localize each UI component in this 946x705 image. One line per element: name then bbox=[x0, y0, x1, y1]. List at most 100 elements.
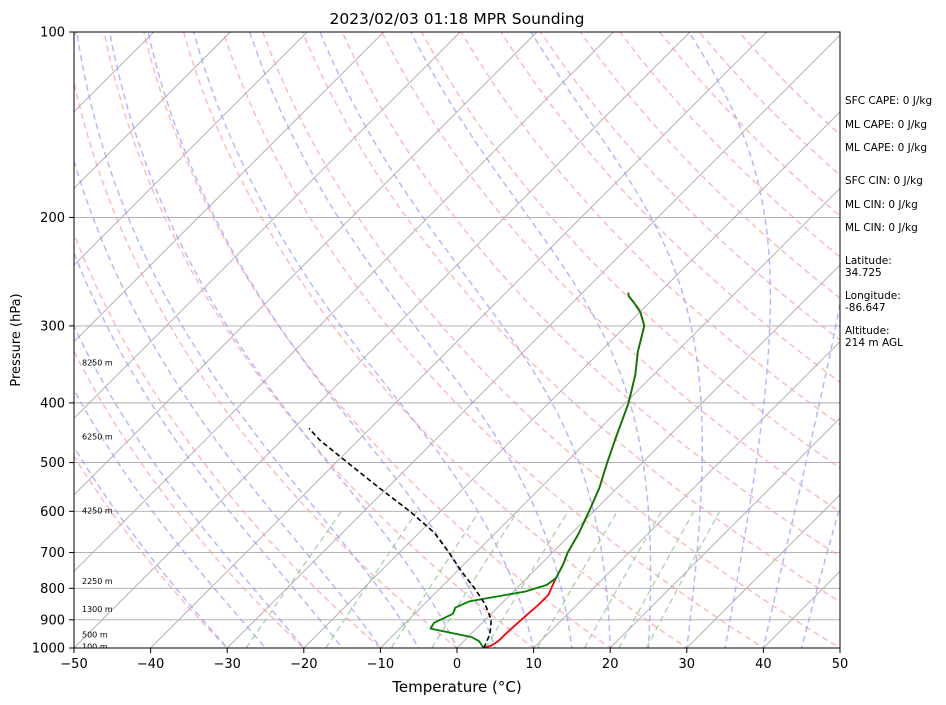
height-label: 8250 m bbox=[82, 358, 113, 367]
plot-area: 100 m 500 m 1300 m 2250 m 4250 m 6250 m 8250 m bbox=[74, 32, 840, 651]
mixing-ratio-line bbox=[431, 510, 519, 648]
mixing-ratio-line bbox=[645, 510, 721, 648]
ml-cin-text-2: ML CIN: 0 J/kg bbox=[845, 222, 918, 234]
moist-adiabat bbox=[800, 503, 840, 648]
x-tick-label: 20 bbox=[602, 657, 619, 672]
moist-adiabat bbox=[74, 251, 343, 648]
altitude-value: 214 m AGL bbox=[845, 337, 903, 349]
height-label: 4250 m bbox=[82, 506, 113, 515]
dewpoint-profile bbox=[429, 292, 646, 648]
height-label: 1300 m bbox=[82, 605, 113, 614]
dry-adiabat bbox=[74, 454, 229, 648]
mixing-ratio-line bbox=[245, 510, 342, 648]
dry-adiabat bbox=[103, 32, 535, 648]
moist-adiabat bbox=[410, 32, 652, 648]
x-tick-label: −20 bbox=[290, 657, 317, 672]
pressure-gridlines bbox=[74, 216, 840, 621]
y-tick-label: 500 bbox=[40, 456, 65, 471]
isotherm--50 bbox=[74, 32, 691, 648]
x-tick-label: 0 bbox=[453, 657, 461, 672]
y-tick-label: 100 bbox=[40, 26, 65, 41]
y-axis-label: Pressure (hPa) bbox=[9, 293, 24, 386]
x-tick-label: −40 bbox=[137, 657, 164, 672]
mixing-ratio-line bbox=[536, 510, 618, 648]
dry-adiabat bbox=[301, 32, 840, 603]
x-tick-label: 50 bbox=[832, 657, 849, 672]
ml-cape-text-1: ML CAPE: 0 J/kg bbox=[845, 119, 927, 131]
mixing-ratio-line bbox=[390, 510, 480, 648]
y-tick-label: 1000 bbox=[32, 642, 65, 657]
dry-adiabat bbox=[579, 32, 840, 300]
moist-adiabat bbox=[147, 32, 497, 648]
dry-adiabat bbox=[182, 32, 689, 648]
height-label: 6250 m bbox=[82, 432, 113, 441]
altitude-label: Altitude: bbox=[845, 325, 890, 337]
x-axis-label: Temperature (°C) bbox=[391, 678, 521, 696]
dry-adiabat bbox=[74, 349, 305, 648]
dry-adiabat bbox=[460, 32, 840, 426]
y-axis-ticks: 1000 900 800 700 600 500 400 300 200 100 bbox=[32, 26, 74, 657]
dry-adiabat bbox=[222, 32, 765, 648]
isotherm--70 bbox=[74, 32, 538, 496]
longitude-label: Longitude: bbox=[845, 290, 901, 302]
dry-adiabat-lines bbox=[74, 32, 840, 648]
ml-cin-text-1: ML CIN: 0 J/kg bbox=[845, 199, 918, 211]
ml-cape-text-2: ML CAPE: 0 J/kg bbox=[845, 142, 927, 154]
dry-adiabat bbox=[420, 32, 840, 469]
isotherm--10 bbox=[380, 187, 840, 648]
sounding-profiles bbox=[308, 292, 646, 648]
moist-adiabat bbox=[74, 158, 382, 648]
height-label: 500 m bbox=[82, 631, 108, 640]
isotherm--100 bbox=[74, 32, 308, 266]
isotherm--60 bbox=[74, 32, 614, 573]
x-axis-ticks: −50 −40 −30 −20 −10 0 10 20 30 40 50 bbox=[60, 648, 848, 672]
latitude-label: Latitude: bbox=[845, 255, 892, 267]
mixing-ratio-line bbox=[618, 510, 695, 648]
isotherm-lines bbox=[74, 32, 840, 648]
isotherm-20 bbox=[609, 417, 840, 648]
chart-title: 2023/02/03 01:18 MPR Sounding bbox=[329, 10, 584, 28]
isotherm-10 bbox=[533, 340, 840, 648]
dry-adiabat bbox=[381, 32, 840, 513]
moist-adiabat bbox=[249, 32, 573, 648]
isotherm--90 bbox=[74, 32, 384, 343]
dry-adiabat bbox=[262, 32, 840, 648]
dry-adiabat bbox=[341, 32, 840, 558]
mixing-ratio-line bbox=[325, 510, 418, 648]
moist-adiabat bbox=[319, 32, 611, 648]
y-tick-label: 900 bbox=[40, 613, 65, 628]
moist-adiabat bbox=[762, 300, 840, 648]
info-panel: SFC CAPE: 0 J/kg ML CAPE: 0 J/kg ML CAPE… bbox=[845, 95, 932, 349]
isotherm--110 bbox=[74, 32, 231, 190]
longitude-value: -86.647 bbox=[845, 302, 886, 314]
x-tick-label: 10 bbox=[525, 657, 542, 672]
x-tick-label: 30 bbox=[679, 657, 696, 672]
x-tick-label: 40 bbox=[755, 657, 772, 672]
latitude-value: 34.725 bbox=[845, 267, 882, 279]
dry-adiabat bbox=[74, 79, 459, 648]
height-label: 2250 m bbox=[82, 577, 113, 586]
y-tick-label: 600 bbox=[40, 505, 65, 520]
x-tick-label: −30 bbox=[213, 657, 240, 672]
mixing-ratio-line bbox=[484, 510, 569, 648]
isotherm--30 bbox=[226, 34, 840, 648]
isotherm-0 bbox=[456, 264, 840, 648]
moist-adiabat bbox=[76, 32, 420, 648]
isotherm--40 bbox=[150, 32, 767, 648]
y-tick-label: 200 bbox=[40, 211, 65, 226]
y-tick-label: 700 bbox=[40, 546, 65, 561]
height-labels: 100 m 500 m 1300 m 2250 m 4250 m 6250 m 8250 m bbox=[82, 358, 113, 651]
moist-adiabat-lines bbox=[74, 32, 840, 648]
dry-adiabat bbox=[143, 32, 612, 648]
y-tick-label: 300 bbox=[40, 319, 65, 334]
x-tick-label: −50 bbox=[60, 657, 87, 672]
y-tick-label: 400 bbox=[40, 396, 65, 411]
isotherm-30 bbox=[686, 494, 840, 648]
height-label: 100 m bbox=[82, 642, 108, 651]
y-tick-label: 800 bbox=[40, 582, 65, 597]
moist-adiabat bbox=[688, 32, 772, 648]
sfc-cin-text: SFC CIN: 0 J/kg bbox=[845, 175, 923, 187]
mixing-ratio-line bbox=[583, 510, 663, 648]
